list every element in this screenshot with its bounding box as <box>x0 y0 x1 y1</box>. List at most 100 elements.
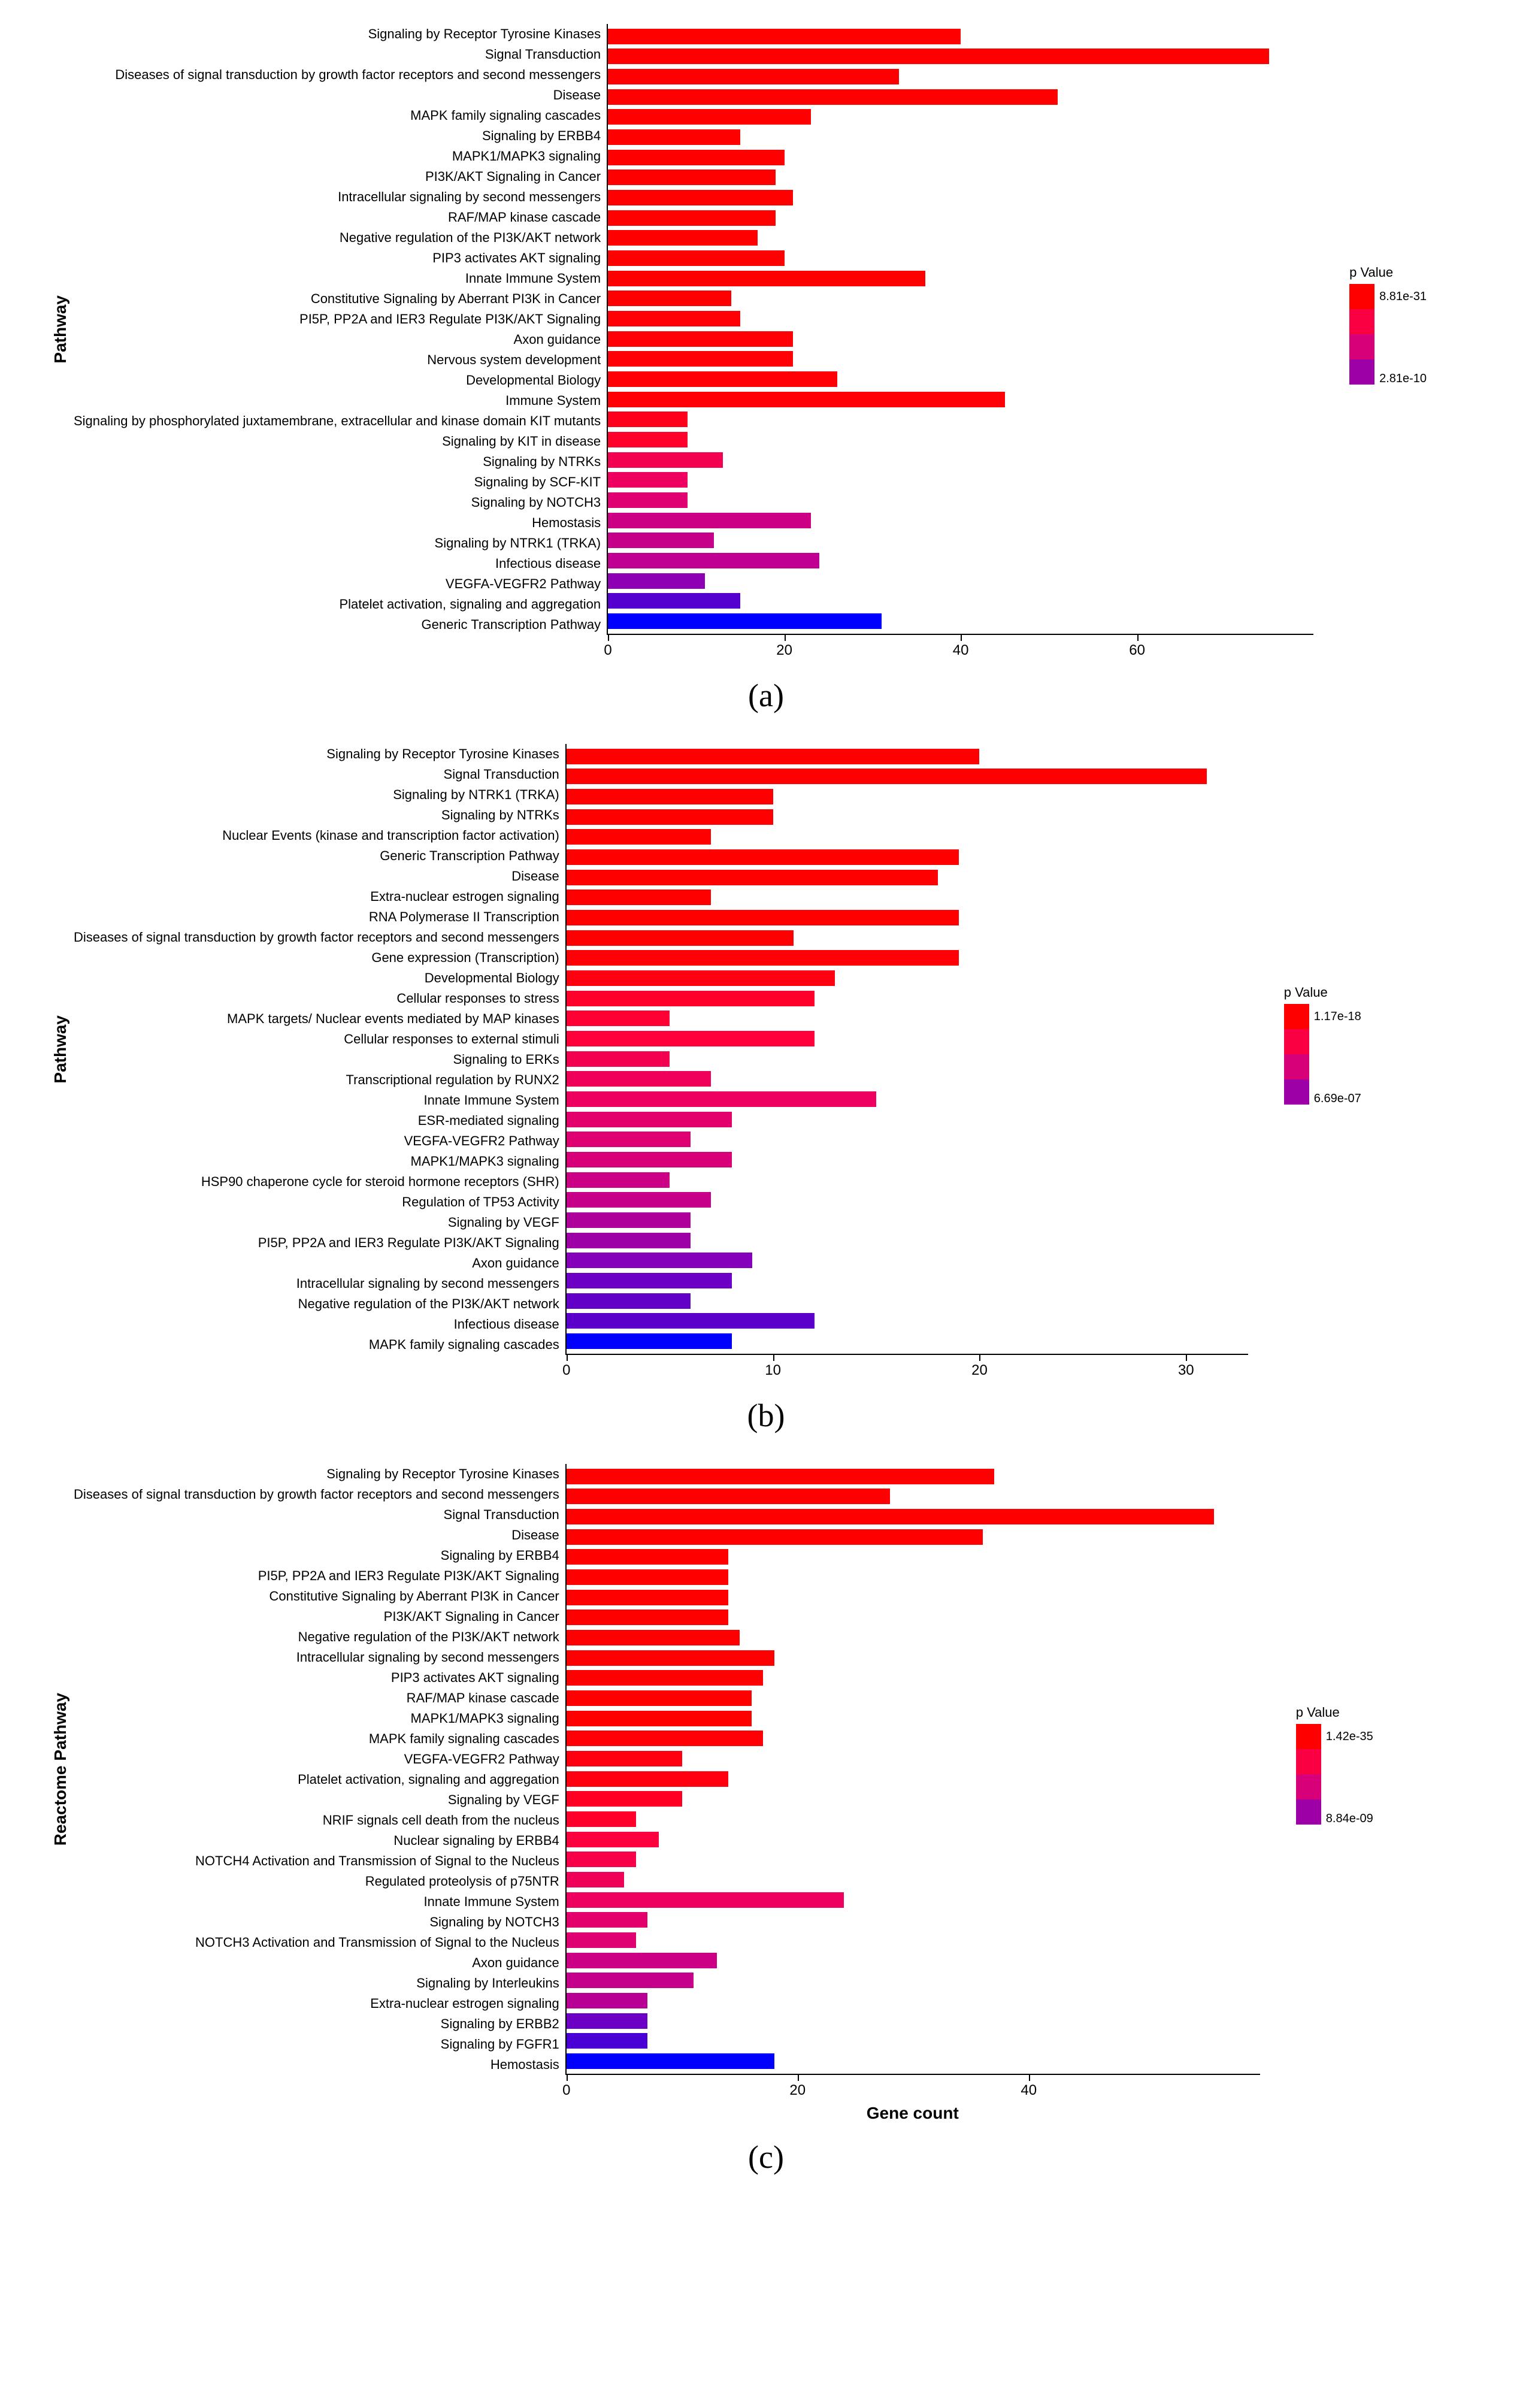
bar <box>608 109 811 125</box>
panel-caption: (a) <box>47 677 1485 714</box>
category-label: Signaling by ERBB4 <box>74 129 601 143</box>
bar <box>608 412 688 427</box>
category-label: NOTCH3 Activation and Transmission of Si… <box>74 1936 559 1949</box>
category-label: Diseases of signal transduction by growt… <box>74 1488 559 1501</box>
category-label: Nervous system development <box>74 353 601 367</box>
bar <box>567 829 711 845</box>
category-label: Gene expression (Transcription) <box>74 951 559 964</box>
bar <box>608 351 793 367</box>
bar <box>567 1690 752 1706</box>
legend-colorbar: 1.17e-186.69e-07 <box>1284 1004 1309 1112</box>
category-label: PIP3 activates AKT signaling <box>74 252 601 265</box>
legend-swatch <box>1296 1749 1321 1774</box>
category-label: Signaling by ERBB4 <box>74 1549 559 1562</box>
category-label: Signaling by NTRKs <box>74 455 601 468</box>
x-tick <box>1029 2075 1030 2081</box>
category-label: Signaling by NTRK1 (TRKA) <box>74 537 601 550</box>
category-label: Signaling by NTRKs <box>74 809 559 822</box>
bar <box>608 271 925 286</box>
bar <box>567 1253 752 1268</box>
bar <box>608 492 688 508</box>
bar <box>567 2013 647 2029</box>
bar <box>567 1650 774 1666</box>
panel-caption: (c) <box>47 2138 1485 2176</box>
category-label: Cellular responses to external stimuli <box>74 1033 559 1046</box>
category-label: Hemostasis <box>74 2058 559 2071</box>
figure: PathwaySignaling by Receptor Tyrosine Ki… <box>47 24 1485 2176</box>
category-label: HSP90 chaperone cycle for steroid hormon… <box>74 1175 559 1188</box>
category-label: Signaling by KIT in disease <box>74 435 601 448</box>
category-label: PI3K/AKT Signaling in Cancer <box>74 1610 559 1623</box>
legend-title: p Value <box>1296 1705 1422 1720</box>
panel-a: PathwaySignaling by Receptor Tyrosine Ki… <box>47 24 1485 714</box>
category-label: PI3K/AKT Signaling in Cancer <box>74 170 601 183</box>
category-label: Signaling by Receptor Tyrosine Kinases <box>74 1468 559 1481</box>
category-label: MAPK family signaling cascades <box>74 1732 559 1746</box>
legend-swatch <box>1349 334 1374 359</box>
category-label: Signaling by ERBB2 <box>74 2017 559 2031</box>
bar <box>567 890 711 905</box>
bar <box>608 452 722 468</box>
bar <box>608 613 881 629</box>
bar <box>567 1993 647 2008</box>
bar <box>567 1852 636 1867</box>
legend-max-label: 1.42e-35 <box>1326 1730 1373 1744</box>
bar <box>567 1811 636 1827</box>
category-label: Signal Transduction <box>74 48 601 61</box>
bar <box>567 1590 728 1605</box>
category-label: Innate Immune System <box>74 1895 559 1908</box>
category-label: Signaling by SCF-KIT <box>74 476 601 489</box>
legend-colorbar: 8.81e-312.81e-10 <box>1349 284 1374 392</box>
bar <box>608 392 1005 407</box>
x-tick <box>1186 1355 1187 1361</box>
bar <box>567 970 835 986</box>
bar <box>608 29 961 44</box>
bar <box>608 210 776 226</box>
bar <box>608 129 740 145</box>
bar <box>567 1212 691 1228</box>
bar <box>567 950 959 966</box>
bar <box>608 311 740 326</box>
bar <box>567 1293 691 1309</box>
x-tick-label: 40 <box>1021 2082 1037 2099</box>
category-label: MAPK1/MAPK3 signaling <box>74 1712 559 1725</box>
bar <box>567 1630 740 1645</box>
legend-swatch <box>1349 309 1374 334</box>
bar <box>567 1549 728 1565</box>
x-tick-label: 0 <box>604 642 611 659</box>
bar <box>567 1172 670 1188</box>
category-label: VEGFA-VEGFR2 Pathway <box>74 1135 559 1148</box>
bar <box>608 553 819 568</box>
bar <box>567 1489 890 1504</box>
category-label: Signaling by phosphorylated juxtamembran… <box>74 415 601 428</box>
category-label: Innate Immune System <box>74 1094 559 1107</box>
category-label: PIP3 activates AKT signaling <box>74 1671 559 1684</box>
category-label: MAPK1/MAPK3 signaling <box>74 150 601 163</box>
category-label: Signaling by NOTCH3 <box>74 1916 559 1929</box>
bar <box>567 1273 732 1288</box>
category-label: MAPK family signaling cascades <box>74 1338 559 1351</box>
category-label: Negative regulation of the PI3K/AKT netw… <box>74 1630 559 1644</box>
x-tick-label: 30 <box>1178 1362 1194 1379</box>
bar <box>567 1333 732 1349</box>
legend-swatch <box>1349 284 1374 309</box>
legend: p Value 8.81e-312.81e-10 <box>1349 265 1475 394</box>
y-axis-label: Reactome Pathway <box>47 1693 74 1846</box>
category-label: Extra-nuclear estrogen signaling <box>74 1997 559 2010</box>
bar <box>567 870 938 885</box>
category-label: Signaling to ERKs <box>74 1053 559 1066</box>
bar <box>608 371 837 387</box>
bar <box>567 1051 670 1067</box>
category-label: Platelet activation, signaling and aggre… <box>74 598 601 611</box>
bar <box>567 1031 815 1046</box>
legend-title: p Value <box>1349 265 1475 280</box>
bar <box>567 1313 815 1329</box>
category-label: Intracellular signaling by second messen… <box>74 190 601 204</box>
x-tick-label: 60 <box>1129 642 1145 659</box>
legend-min-label: 8.84e-09 <box>1326 1812 1373 1826</box>
category-labels: Signaling by Receptor Tyrosine Kinases Di… <box>74 1464 565 2075</box>
category-label: PI5P, PP2A and IER3 Regulate PI3K/AKT Si… <box>74 1236 559 1250</box>
category-label: Intracellular signaling by second messen… <box>74 1277 559 1290</box>
x-tick-label: 20 <box>776 642 792 659</box>
legend-max-label: 1.17e-18 <box>1314 1010 1361 1024</box>
